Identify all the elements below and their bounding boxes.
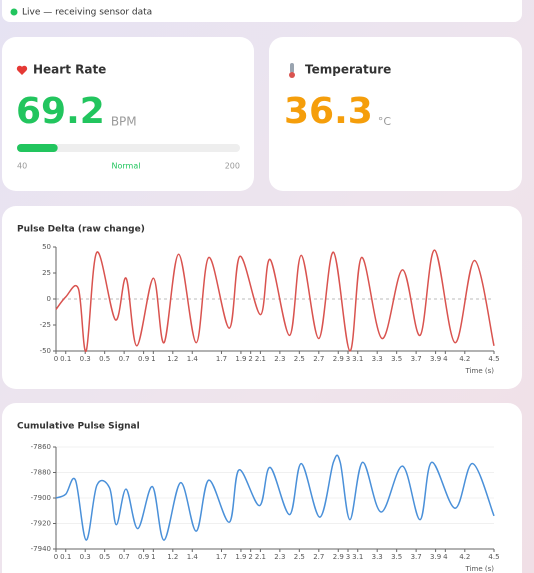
heart-rate-value: 69.2: [16, 91, 105, 132]
temperature-card: [269, 37, 522, 191]
y-tick-label: -7940: [31, 545, 51, 553]
chart-card: [2, 403, 522, 573]
x-tick-label: 2.5: [294, 553, 305, 561]
heart-rate-card: [2, 37, 254, 191]
x-axis-label: Time (s): [465, 367, 495, 375]
x-tick-label: 2.7: [313, 355, 324, 363]
x-tick-label: 3.7: [411, 553, 422, 561]
x-tick-label: 0.7: [119, 355, 130, 363]
x-tick-label: 0.1: [60, 553, 71, 561]
chart-card: [2, 206, 522, 389]
x-tick-label: 2: [248, 355, 252, 363]
x-tick-label: 0.7: [119, 553, 130, 561]
data-line: [55, 454, 495, 541]
gauge-max: 200: [225, 162, 240, 171]
x-tick-label: 2.9: [333, 553, 344, 561]
gauge-fill: [17, 144, 58, 152]
y-tick-label: 25: [42, 269, 51, 277]
heart-rate-unit: BPM: [111, 115, 137, 129]
x-axis-label: Time (s): [465, 565, 495, 573]
status-bar: [2, 0, 522, 22]
gauge-status: Normal: [112, 162, 141, 171]
x-tick-label: 3: [346, 553, 350, 561]
thermometer-icon: [289, 63, 295, 78]
x-tick-label: 2.3: [274, 553, 285, 561]
x-tick-label: 2.5: [294, 355, 305, 363]
x-tick-label: 4: [443, 355, 448, 363]
chart-title: Pulse Delta (raw change): [17, 225, 145, 235]
x-tick-label: 3.9: [430, 355, 441, 363]
y-tick-label: -25: [40, 321, 51, 329]
x-tick-label: 4: [443, 553, 448, 561]
x-tick-label: 3.9: [430, 553, 441, 561]
x-tick-label: 2.9: [333, 355, 344, 363]
status-text: Live — receiving sensor data: [22, 8, 152, 18]
x-tick-label: 1.4: [187, 355, 199, 363]
x-tick-label: 0.3: [80, 553, 91, 561]
x-tick-label: 3: [346, 355, 350, 363]
gauge-min: 40: [17, 162, 27, 171]
y-tick-label: -7860: [31, 443, 51, 451]
card-title: Temperature: [305, 63, 391, 77]
x-tick-label: 3.5: [391, 355, 402, 363]
x-tick-label: 1.7: [216, 355, 227, 363]
x-tick-label: 2.1: [255, 355, 266, 363]
x-tick-label: 1.9: [235, 553, 246, 561]
x-tick-label: 3.1: [352, 553, 363, 561]
x-tick-label: 2.1: [255, 553, 266, 561]
x-tick-label: 3.7: [411, 355, 422, 363]
x-tick-label: 1.4: [187, 553, 199, 561]
x-tick-label: 3.1: [352, 355, 363, 363]
live-dot: [10, 8, 18, 16]
x-tick-label: 1.2: [167, 355, 178, 363]
x-tick-label: 3.3: [372, 553, 383, 561]
y-tick-label: 0: [47, 295, 51, 303]
x-tick-label: 0.3: [80, 355, 91, 363]
gauge-track: [17, 144, 240, 152]
x-tick-label: 0: [54, 355, 58, 363]
y-tick-label: -7920: [31, 520, 51, 528]
x-tick-label: 0.9: [138, 553, 149, 561]
temperature-value: 36.3: [284, 91, 373, 132]
x-tick-label: 3.3: [372, 355, 383, 363]
data-line: [55, 249, 495, 352]
y-tick-label: 50: [42, 243, 51, 251]
x-tick-label: 0.1: [60, 355, 71, 363]
x-tick-label: 4.2: [459, 553, 470, 561]
heart-icon: [16, 65, 28, 75]
x-tick-label: 4.5: [488, 355, 499, 363]
y-tick-label: -7880: [31, 469, 51, 477]
x-tick-label: 2: [248, 553, 252, 561]
card-title: Heart Rate: [33, 63, 106, 77]
x-tick-label: 1.7: [216, 553, 227, 561]
temperature-unit: °C: [378, 115, 392, 128]
x-tick-label: 4.5: [488, 553, 499, 561]
chart-title: Cumulative Pulse Signal: [17, 422, 140, 432]
x-tick-label: 2.3: [274, 355, 285, 363]
x-tick-label: 2.7: [313, 553, 324, 561]
y-tick-label: -7900: [31, 494, 51, 502]
x-tick-label: 1.2: [167, 553, 178, 561]
x-tick-label: 4.2: [459, 355, 470, 363]
x-tick-label: 0.5: [99, 355, 110, 363]
x-tick-label: 1: [151, 355, 155, 363]
x-tick-label: 1: [151, 553, 155, 561]
y-tick-label: -50: [40, 347, 51, 355]
x-tick-label: 0.5: [99, 553, 110, 561]
x-tick-label: 0: [54, 553, 58, 561]
x-tick-label: 0.9: [138, 355, 149, 363]
x-tick-label: 3.5: [391, 553, 402, 561]
x-tick-label: 1.9: [235, 355, 246, 363]
